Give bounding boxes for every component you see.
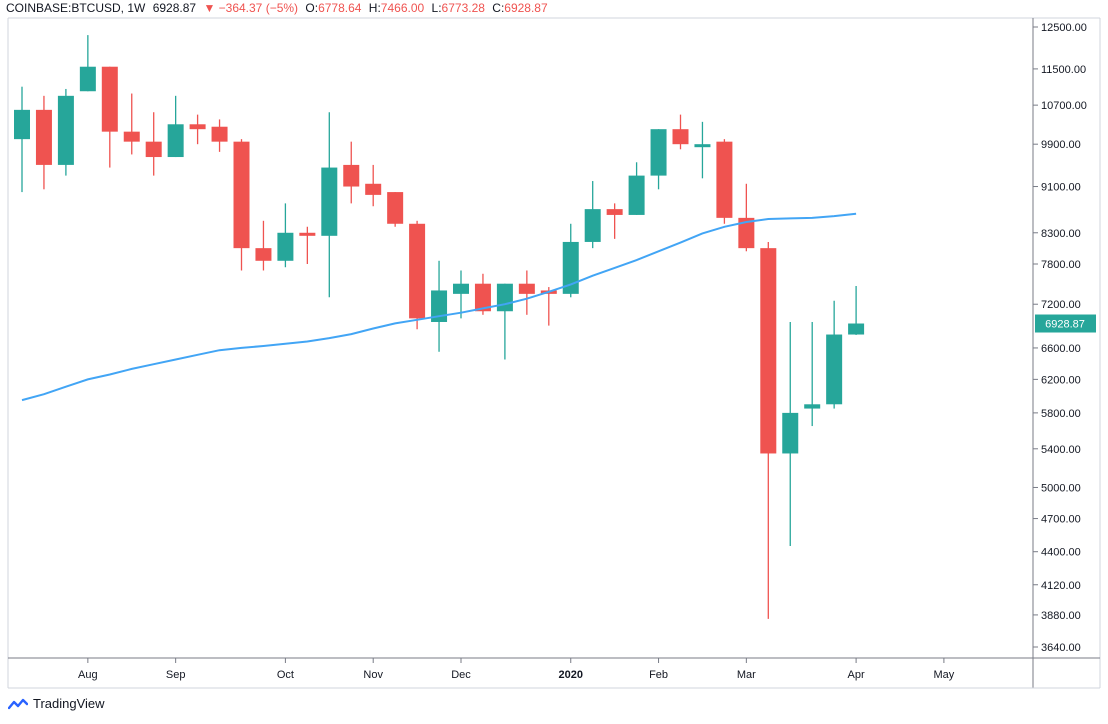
candle-body	[233, 141, 250, 249]
high-label: H:	[368, 1, 381, 15]
open-value: 6778.64	[318, 1, 362, 15]
x-tick-label: Oct	[277, 669, 294, 681]
y-tick-label: 3880.00	[1041, 610, 1081, 622]
y-tick-label: 3640.00	[1041, 642, 1081, 654]
y-tick-label: 8300.00	[1041, 228, 1081, 240]
last-price-box	[1035, 314, 1096, 333]
last-price-axis-label: 6928.87	[1045, 319, 1085, 331]
candle-body	[277, 232, 294, 261]
candle-body	[474, 283, 491, 312]
y-tick-label: 4700.00	[1041, 514, 1081, 526]
y-tick-label: 5800.00	[1041, 408, 1081, 420]
open-label: O:	[305, 1, 319, 15]
candle-body	[387, 192, 404, 224]
y-tick-label: 12500.00	[1041, 22, 1087, 34]
y-tick-label: 5000.00	[1041, 482, 1081, 494]
moving-average-line	[21, 212, 857, 402]
tradingview-brand[interactable]: TradingView	[8, 696, 105, 711]
low-value: 6773.28	[441, 1, 485, 15]
candles	[14, 35, 865, 619]
high-value: 7466.00	[380, 1, 425, 15]
candle-body	[255, 248, 272, 261]
candle-body	[365, 183, 382, 195]
candle-body	[431, 290, 448, 322]
candle-body	[101, 66, 118, 132]
candle-body	[738, 217, 755, 249]
chart-header: COINBASE:BTCUSD, 1W 6928.87 ▼ −364.37 (−…	[6, 1, 552, 15]
x-axis: Aug Sep Oct Nov Dec 2020 Feb Mar Apr May	[78, 658, 955, 681]
y-tick-label: 7200.00	[1041, 299, 1081, 311]
x-tick-label: May	[934, 669, 955, 681]
y-tick-label: 7800.00	[1041, 259, 1081, 271]
candle-body	[496, 283, 513, 312]
candle-body	[716, 141, 733, 218]
x-tick-label: Mar	[737, 669, 756, 681]
x-tick-label: Sep	[166, 669, 186, 681]
tradingview-logo-icon	[8, 698, 28, 709]
candle-body	[167, 124, 184, 158]
candle-body	[782, 412, 799, 454]
candle-body	[409, 223, 426, 319]
close-value: 6928.87	[504, 1, 548, 15]
candle-body	[189, 124, 206, 130]
close-label: C:	[492, 1, 505, 15]
candle-body	[35, 109, 52, 165]
candle-body	[848, 323, 865, 335]
x-tick-label: 2020	[559, 669, 583, 681]
candle-body	[211, 126, 228, 142]
y-tick-label: 4120.00	[1041, 580, 1081, 592]
x-tick-label: Dec	[451, 669, 471, 681]
last-price: 6928.87	[152, 1, 197, 15]
y-tick-label: 4400.00	[1041, 547, 1081, 559]
y-tick-label: 9900.00	[1041, 139, 1081, 151]
candle-body	[321, 167, 338, 236]
x-tick-label: Aug	[78, 669, 98, 681]
candle-body	[606, 209, 623, 215]
y-tick-label: 9100.00	[1041, 182, 1081, 194]
y-tick-label: 6600.00	[1041, 343, 1081, 355]
candle-body	[79, 66, 96, 92]
candle-body	[672, 129, 689, 145]
candle-body	[584, 209, 601, 242]
low-label: L:	[431, 1, 442, 15]
candle-body	[145, 141, 162, 158]
candle-body	[804, 404, 821, 409]
x-tick-label: Apr	[848, 669, 865, 681]
candle-body	[760, 248, 777, 454]
last-price-marker: 6928.87	[1035, 314, 1096, 333]
candle-body	[453, 283, 469, 294]
candle-body	[826, 334, 843, 405]
candle-body	[14, 109, 30, 140]
x-tick-label: Feb	[649, 669, 668, 681]
candle-body	[518, 283, 535, 294]
x-tick-label: Nov	[363, 669, 383, 681]
candle-body	[123, 131, 140, 142]
y-tick-label: 6200.00	[1041, 374, 1081, 386]
symbol-label[interactable]: COINBASE:BTCUSD, 1W	[6, 1, 146, 15]
candle-body	[343, 164, 360, 187]
price-change: ▼ −364.37 (−5%)	[203, 1, 299, 15]
candle-body	[57, 95, 74, 165]
brand-name: TradingView	[33, 696, 105, 711]
y-tick-label: 5400.00	[1041, 444, 1081, 456]
candle-body	[628, 175, 645, 215]
candle-body	[694, 144, 711, 148]
candle-body	[650, 129, 667, 176]
y-axis: 12500.00 11500.00 10700.00 9900.00 9100.00 83…	[1033, 22, 1087, 654]
candle-body	[299, 232, 316, 236]
candle-body	[562, 241, 579, 294]
y-tick-label: 11500.00	[1041, 64, 1086, 76]
y-tick-label: 10700.00	[1041, 100, 1087, 112]
